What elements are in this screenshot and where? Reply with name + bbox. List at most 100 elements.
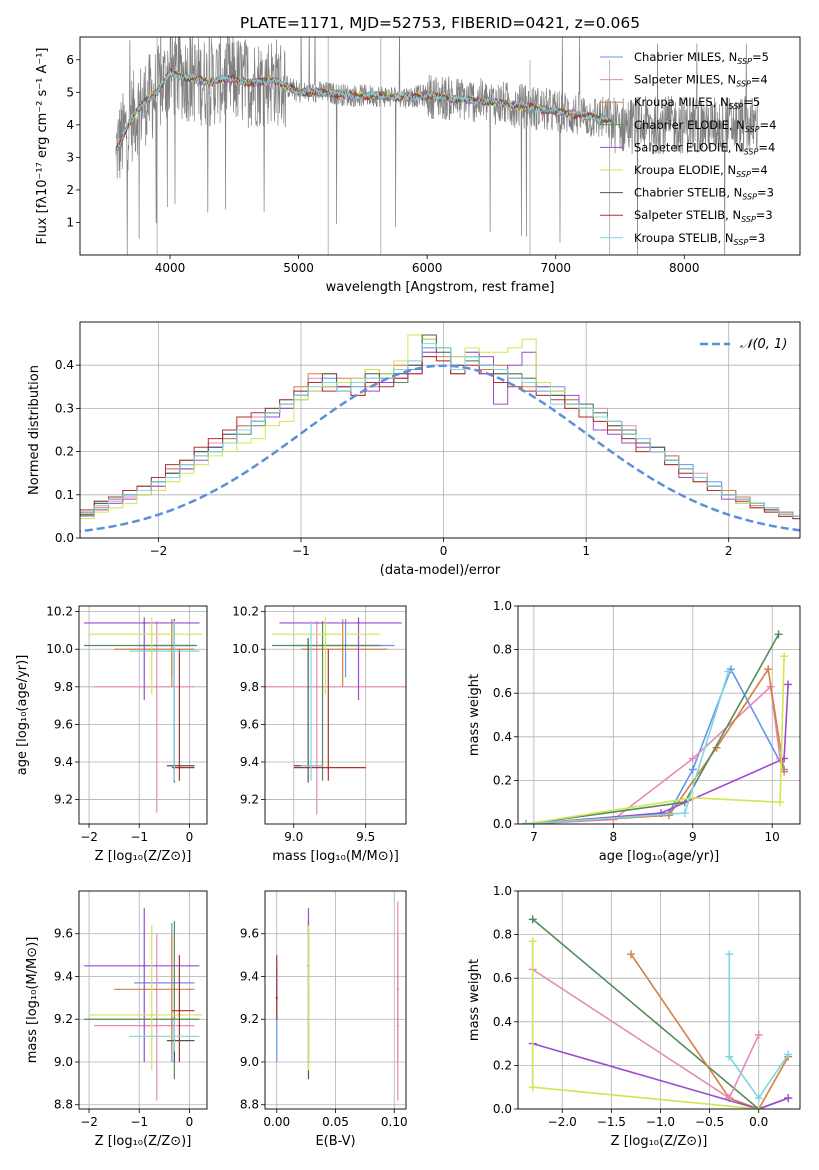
y-tick-label: 9.8 <box>240 680 259 694</box>
x-axis-label: mass [log₁₀(M/M⊙)] <box>272 849 399 864</box>
legend-suffix: =4 <box>751 163 768 177</box>
axes-frame <box>264 605 407 825</box>
weight-marker <box>784 1094 793 1103</box>
x-tick-label: −1 <box>292 544 310 558</box>
data-point <box>275 996 278 1000</box>
residual-histogram-3 <box>80 338 800 517</box>
weight-line-4 <box>532 1042 789 1109</box>
y-tick-label: 1.0 <box>493 599 512 613</box>
legend-entry: 𝒩(0, 1) <box>740 337 787 352</box>
y-axis-label: mass [log₁₀(M/M⊙)] <box>25 937 40 1064</box>
y-tick-label: 5 <box>66 85 74 99</box>
y-tick-label: 9.2 <box>54 1012 73 1026</box>
y-tick-label: 0.2 <box>493 1058 512 1072</box>
legend-subscript: SSP <box>736 80 751 89</box>
data-point <box>178 766 181 769</box>
legend-subscript: SSP <box>742 193 757 202</box>
x-tick-label: −2 <box>80 830 98 844</box>
weight-marker <box>725 950 734 959</box>
y-tick-label: 8.8 <box>54 1098 73 1112</box>
weight-marker <box>688 765 697 774</box>
x-tick-label: 0 <box>186 1115 194 1129</box>
legend-subscript: SSP <box>745 125 760 134</box>
y-tick-label: 1.0 <box>493 884 512 898</box>
x-tick-label: 9.0 <box>284 830 303 844</box>
residual-histogram-5 <box>80 334 800 522</box>
y-tick-label: 10.2 <box>46 605 73 619</box>
x-tick-label: 0.05 <box>322 1115 349 1129</box>
x-tick-label: 9 <box>689 830 697 844</box>
data-point <box>327 766 330 769</box>
plot-area <box>84 908 202 1101</box>
residual-histogram-4 <box>80 347 800 522</box>
plot-area <box>80 334 800 533</box>
x-tick-label: 0 <box>440 544 448 558</box>
y-tick-label: 9.6 <box>240 927 259 941</box>
legend-entry: Salpeter STELIB, NSSP=3 <box>634 208 773 224</box>
legend-subscript: SSP <box>744 147 759 156</box>
axes-frame <box>517 890 801 1110</box>
data-point <box>143 621 146 625</box>
weight-marker <box>680 809 689 818</box>
y-tick-label: 10.0 <box>232 642 259 656</box>
y-tick-label: 10.2 <box>232 605 259 619</box>
y-tick-label: 0.4 <box>493 1015 512 1029</box>
x-axis-label: Z [log₁₀(Z/Z⊙)] <box>95 1134 192 1149</box>
x-tick-label: 7000 <box>540 261 571 275</box>
data-point <box>396 1024 399 1027</box>
legend-entry: Chabrier MILES, NSSP=5 <box>634 50 769 66</box>
x-tick-label: 0.0 <box>749 1115 768 1129</box>
x-tick-label: 0 <box>186 830 194 844</box>
normal-curve <box>80 364 800 533</box>
y-tick-label: 9.6 <box>240 717 259 731</box>
weight-marker <box>528 1083 537 1092</box>
weight-line-4 <box>525 684 789 824</box>
data-point <box>341 648 344 651</box>
observed-spectrum <box>115 37 758 255</box>
chart-title: PLATE=1171, MJD=52753, FIBERID=0421, z=0… <box>240 14 640 32</box>
plot-area <box>521 630 793 824</box>
data-point <box>309 764 313 767</box>
panel-mass-vs-Z: −2 −1 0 8.8 9.0 9.2 9.4 9.6 Z [log₁₀(Z/Z⊙)] mass … <box>25 890 208 1149</box>
panel-residuals: −2 −1 0 1 2 0.0 0.1 0.2 0.3 0.4 (data-model)/error… <box>27 321 801 578</box>
weight-line-5 <box>531 941 759 1109</box>
legend-suffix: =5 <box>752 50 769 64</box>
data-point <box>307 996 310 1000</box>
y-tick-label: 9.4 <box>240 969 259 983</box>
legend-suffix: =5 <box>743 95 760 109</box>
x-axis-label: (data-model)/error <box>380 563 501 578</box>
x-axis-label: Z [log₁₀(Z/Z⊙)] <box>611 1134 708 1149</box>
y-axis-label: Flux [fλ10⁻¹⁷ erg cm⁻² s⁻¹ A⁻¹] <box>35 48 50 245</box>
residual-histogram-6 <box>80 334 800 520</box>
data-point <box>150 632 153 636</box>
weight-marker <box>521 820 530 824</box>
plot-area <box>528 915 793 1109</box>
y-tick-label: 0.0 <box>493 817 512 831</box>
y-tick-label: 9.6 <box>54 717 73 731</box>
y-tick-label: 8.8 <box>240 1098 259 1112</box>
weight-marker <box>688 754 697 763</box>
y-tick-label: 0.0 <box>493 1102 512 1116</box>
y-tick-label: 0.6 <box>493 971 512 985</box>
legend-subscript: SSP <box>736 170 751 179</box>
legend-suffix: =4 <box>758 140 775 154</box>
legend: Chabrier MILES, NSSP=5 Salpeter MILES, NS… <box>600 50 776 247</box>
x-axis-label: age [log₁₀(age/yr)] <box>599 849 720 864</box>
plot-area <box>265 617 406 815</box>
x-tick-label: −0.5 <box>695 1115 724 1129</box>
legend-entry: Kroupa ELODIE, NSSP=4 <box>634 163 768 179</box>
panel-mass-vs-ebv: 0.00 0.05 0.10 8.8 9.0 9.2 9.4 9.6 E(B-V) <box>240 890 408 1149</box>
weight-marker <box>626 950 635 959</box>
plot-area <box>115 37 758 255</box>
weight-line-3 <box>525 633 780 824</box>
x-axis-label: Z [log₁₀(Z/Z⊙)] <box>95 849 192 864</box>
panel-weight-vs-age: 7 8 9 10 0.0 0.2 0.4 0.6 0.8 1.0 age [log₁₀(age/yr… <box>467 599 801 864</box>
data-point <box>155 1024 159 1027</box>
x-tick-label: −1.0 <box>646 1115 675 1129</box>
y-tick-label: 9.8 <box>54 680 73 694</box>
legend-suffix: =4 <box>760 118 777 132</box>
weight-line-8 <box>728 954 789 1100</box>
legend-subscript: SSP <box>741 215 756 224</box>
weight-marker <box>754 1094 763 1103</box>
weight-marker <box>784 680 793 689</box>
